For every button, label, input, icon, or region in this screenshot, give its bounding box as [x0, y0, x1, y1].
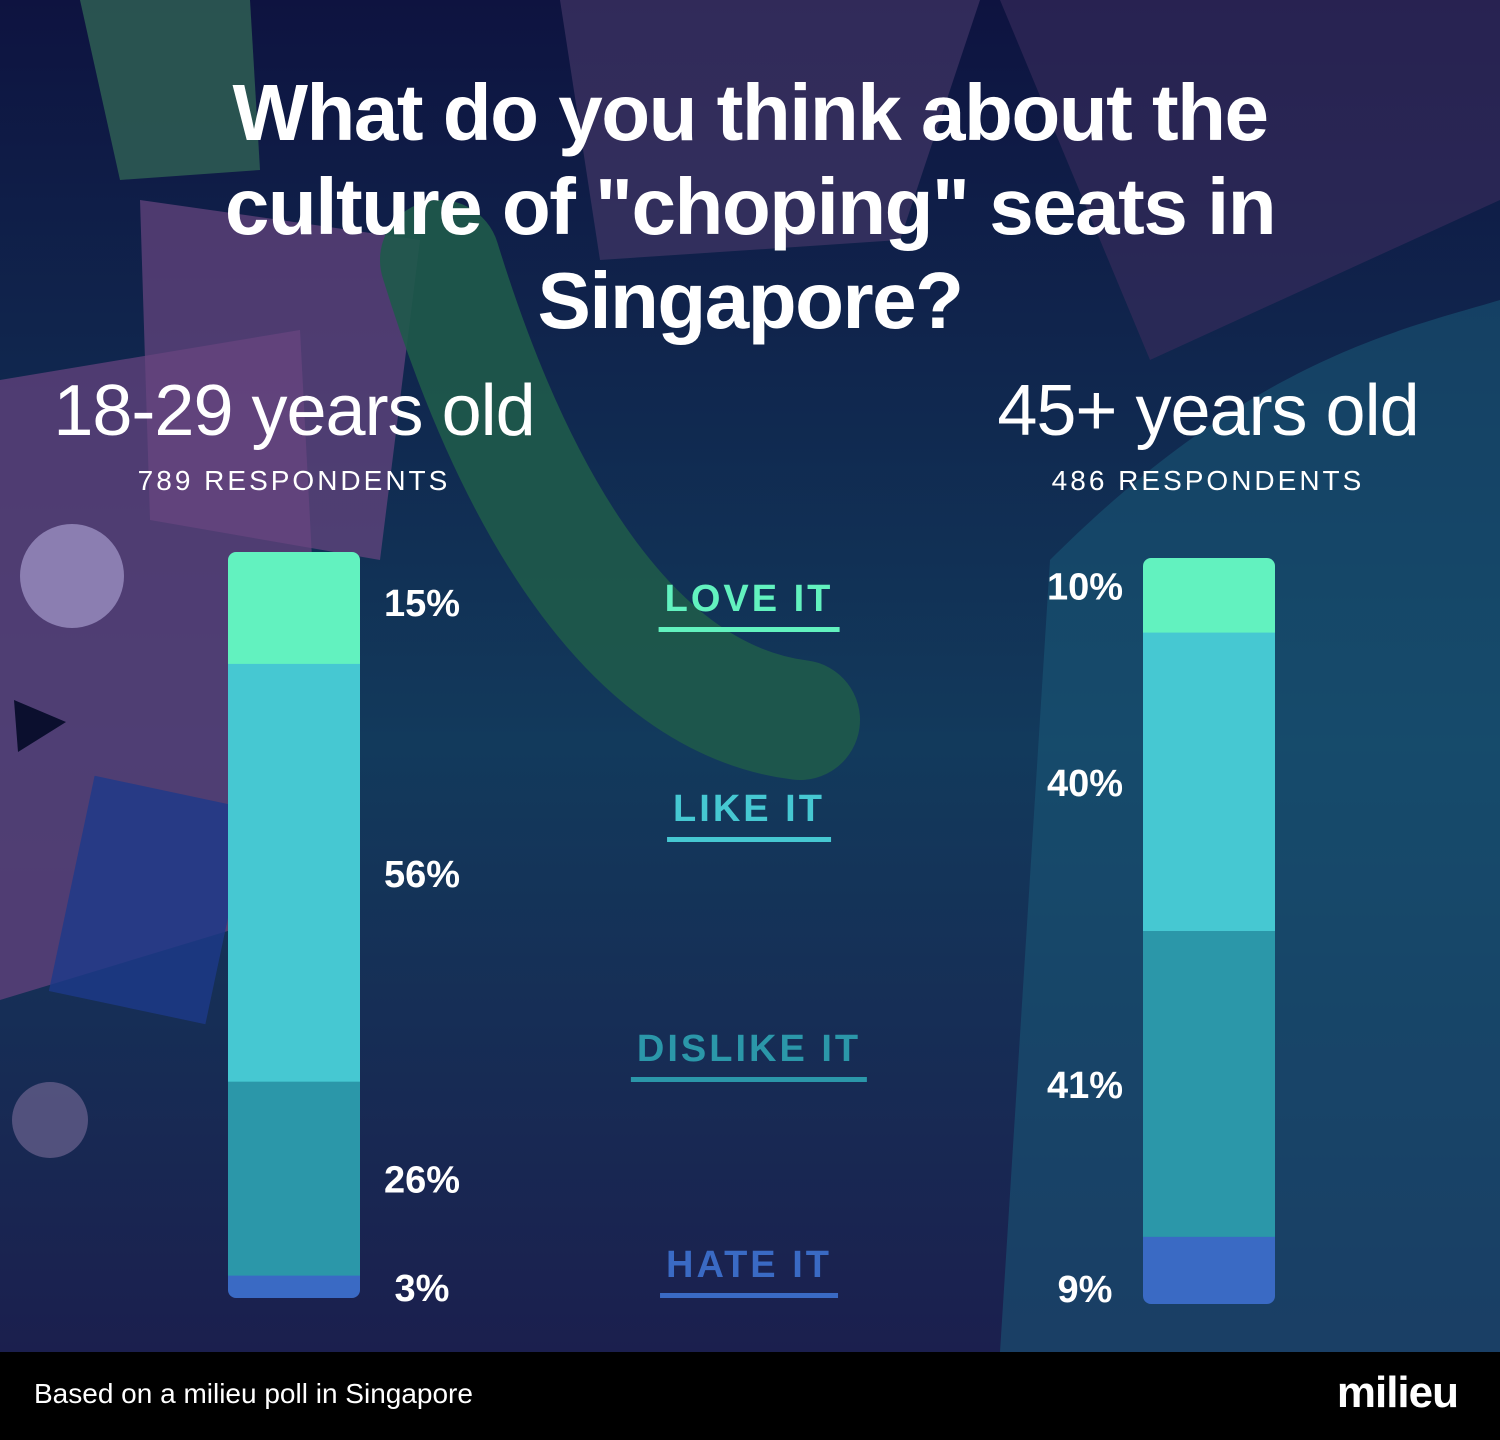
value-label-like-it-18-29: 56%: [384, 854, 460, 896]
footer-bar: Based on a milieu poll in Singapore mili…: [0, 1352, 1500, 1440]
category-label-like-it: LIKE IT: [667, 788, 831, 842]
group-label-18-29: 18-29 years old: [53, 371, 535, 451]
category-label-dislike-it: DISLIKE IT: [630, 1028, 868, 1082]
bar-segment-love-it-18-29: [228, 552, 360, 665]
bar-segment-like-it-45-plus: [1143, 632, 1275, 932]
bar-segment-hate-it-18-29: [228, 1275, 360, 1298]
category-label-hate-it: HATE IT: [660, 1244, 838, 1298]
bar-segment-like-it-18-29: [228, 663, 360, 1083]
group-label-45-plus: 45+ years old: [997, 371, 1419, 451]
milieu-logo: milieu: [1336, 1368, 1459, 1417]
value-label-like-it-45-plus: 40%: [1047, 763, 1123, 805]
category-label-love-it: LOVE IT: [658, 578, 840, 632]
value-label-love-it-45-plus: 10%: [1047, 566, 1123, 608]
stacked-bar-chart: 15% 56% 26% 3% 10% 40% 41% 9%: [228, 552, 1275, 1311]
chart-title: What do you think about the culture of "…: [224, 68, 1277, 345]
value-label-love-it-18-29: 15%: [384, 583, 460, 625]
respondents-count-18-29: 789 RESPONDENTS: [137, 465, 451, 496]
value-label-dislike-it-18-29: 26%: [384, 1160, 460, 1202]
footer-note: Based on a milieu poll in Singapore: [34, 1378, 473, 1409]
bar-segment-love-it-45-plus: [1143, 558, 1275, 634]
bar-segment-hate-it-45-plus: [1143, 1236, 1275, 1304]
value-label-dislike-it-45-plus: 41%: [1047, 1065, 1123, 1107]
value-label-hate-it-45-plus: 9%: [1058, 1269, 1113, 1311]
value-label-hate-it-18-29: 3%: [395, 1268, 450, 1310]
bar-segment-dislike-it-45-plus: [1143, 931, 1275, 1238]
bar-segment-dislike-it-18-29: [228, 1081, 360, 1277]
respondents-count-45-plus: 486 RESPONDENTS: [1051, 465, 1365, 496]
